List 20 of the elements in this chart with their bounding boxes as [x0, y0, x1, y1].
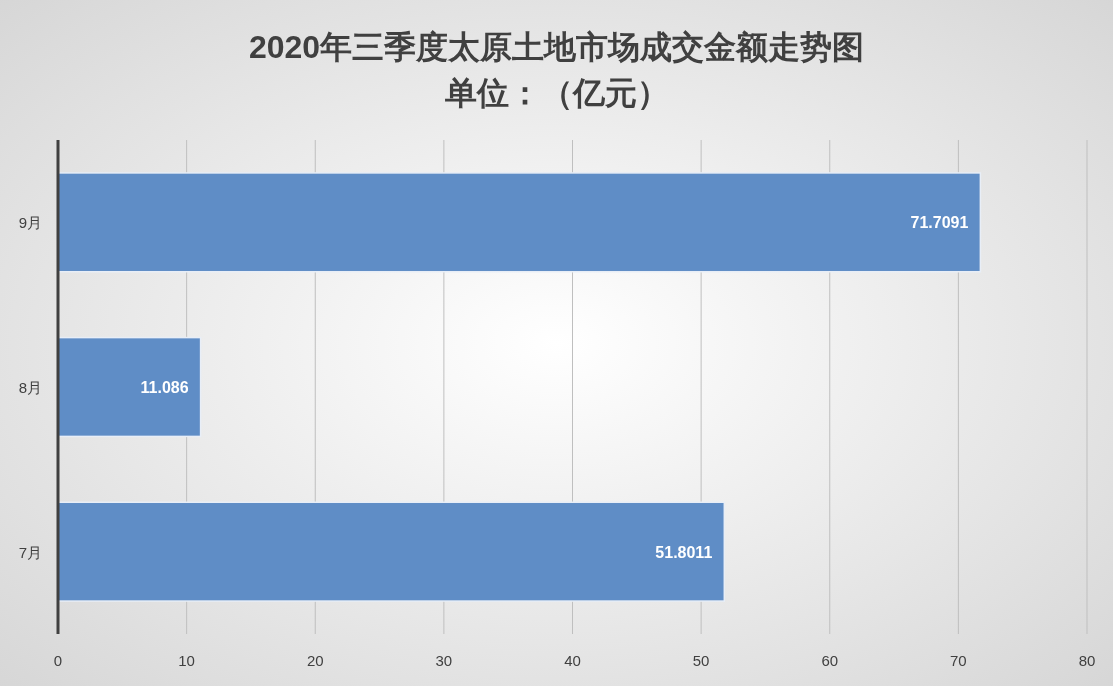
x-tick-label: 40 [564, 652, 581, 669]
x-tick-label: 10 [178, 652, 195, 669]
x-tick-label: 30 [435, 652, 453, 669]
data-label: 11.086 [140, 379, 189, 396]
x-tick-label: 50 [692, 652, 710, 669]
bar [57, 336, 202, 438]
chart-title: 2020年三季度太原土地市场成交金额走势图 [248, 29, 865, 65]
y-tick-label: 9月 [18, 214, 42, 232]
x-tick-label: 20 [306, 652, 324, 669]
x-tick-label: 0 [53, 652, 63, 669]
bar [57, 172, 982, 273]
y-tick-label: 8月 [18, 379, 42, 396]
chart-subtitle: 单位：（亿元） [443, 75, 669, 111]
x-tick-label: 70 [950, 652, 967, 669]
bar [57, 501, 726, 602]
data-label: 51.8011 [655, 543, 713, 561]
x-tick-label: 80 [1078, 652, 1096, 669]
y-tick-label: 7月 [18, 543, 42, 561]
x-tick-label: 60 [821, 652, 839, 669]
data-label: 71.7091 [910, 214, 969, 232]
